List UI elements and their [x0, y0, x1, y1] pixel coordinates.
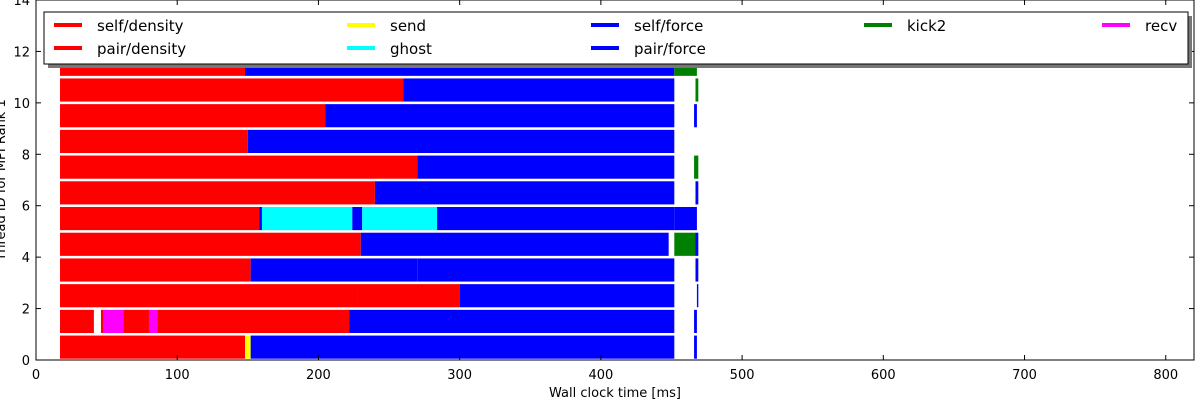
task-bar-thread-10 — [60, 78, 404, 102]
y-tick-label: 6 — [22, 200, 30, 215]
y-tick-label: 2 — [22, 303, 30, 318]
task-bar-thread-5 — [437, 207, 675, 231]
legend-label: ghost — [390, 40, 432, 58]
task-bar-thread-4 — [695, 232, 699, 256]
task-bar-thread-0 — [694, 335, 697, 359]
task-bar-thread-7 — [417, 155, 675, 179]
x-tick-label: 800 — [1153, 368, 1178, 383]
y-tick-label: 0 — [22, 354, 30, 369]
y-tick-label: 12 — [13, 45, 30, 60]
task-bars — [60, 52, 699, 359]
legend-label: self/force — [634, 17, 703, 35]
task-bar-thread-6 — [60, 181, 375, 205]
y-axis-label: Thread ID for MPI Rank 1 — [0, 99, 9, 261]
x-tick-label: 400 — [588, 368, 613, 383]
legend: self/density pair/density send ghost self/fo… — [43, 11, 1192, 68]
task-bar-thread-1 — [123, 309, 149, 333]
task-bar-thread-2 — [60, 284, 358, 308]
task-bar-thread-3 — [60, 258, 251, 282]
task-bar-thread-5 — [674, 207, 697, 231]
task-bar-thread-1 — [694, 309, 697, 333]
y-tick-label: 8 — [22, 148, 30, 163]
task-bar-thread-9 — [60, 104, 326, 128]
plot-frame — [35, 0, 1195, 361]
legend-label: send — [390, 17, 426, 35]
legend-label: pair/force — [634, 40, 706, 58]
task-bar-thread-0 — [60, 335, 246, 359]
x-tick-label: 500 — [730, 368, 755, 383]
task-bar-thread-2 — [696, 284, 699, 308]
task-bar-thread-0 — [250, 335, 406, 359]
task-bar-thread-9 — [325, 104, 675, 128]
x-tick-label: 0 — [32, 368, 40, 383]
task-bar-thread-6 — [695, 181, 699, 205]
task-bar-thread-7 — [694, 155, 699, 179]
legend-label: kick2 — [907, 17, 946, 35]
task-bar-thread-2 — [357, 284, 460, 308]
task-bar-thread-1 — [157, 309, 350, 333]
x-tick-label: 700 — [1012, 368, 1037, 383]
task-bar-thread-5 — [261, 207, 353, 231]
task-bar-thread-1 — [103, 309, 124, 333]
task-bar-thread-7 — [60, 155, 418, 179]
task-bar-thread-1 — [100, 309, 104, 333]
task-bar-thread-4 — [674, 232, 696, 256]
task-bar-thread-1 — [60, 309, 94, 333]
legend-box — [43, 11, 1189, 65]
task-bar-thread-10 — [695, 78, 699, 102]
axis-ticks: 0 100 200 300 400 500 600 700 800 0 2 4 6 8 10 12 14 — [13, 0, 1194, 383]
task-bar-thread-5 — [60, 207, 260, 231]
legend-label: recv — [1145, 17, 1177, 35]
task-bar-thread-8 — [60, 129, 248, 153]
x-tick-label: 100 — [165, 368, 190, 383]
x-tick-label: 600 — [871, 368, 896, 383]
x-tick-label: 300 — [447, 368, 472, 383]
task-bar-thread-3 — [417, 258, 675, 282]
task-bar-thread-3 — [695, 258, 699, 282]
task-bar-thread-3 — [250, 258, 418, 282]
y-tick-label: 14 — [13, 0, 30, 9]
x-axis-label: Wall clock time [ms] — [549, 386, 681, 400]
task-bar-thread-2 — [459, 284, 675, 308]
task-bar-thread-5 — [362, 207, 438, 231]
task-bar-thread-4 — [360, 232, 669, 256]
task-bar-thread-0 — [405, 335, 675, 359]
y-tick-label: 10 — [13, 97, 30, 112]
task-bar-thread-6 — [374, 181, 675, 205]
task-bar-thread-1 — [349, 309, 406, 333]
x-tick-label: 200 — [306, 368, 331, 383]
task-bar-thread-1 — [148, 309, 158, 333]
task-bar-thread-0 — [245, 335, 251, 359]
task-bar-thread-1 — [405, 309, 675, 333]
task-bar-thread-10 — [403, 78, 675, 102]
legend-label: self/density — [97, 17, 184, 35]
task-bar-thread-4 — [60, 232, 361, 256]
task-bar-thread-9 — [694, 104, 697, 128]
y-tick-label: 4 — [22, 251, 30, 266]
task-bar-thread-8 — [247, 129, 675, 153]
task-bar-thread-5 — [259, 207, 262, 231]
task-bar-thread-5 — [352, 207, 363, 231]
legend-label: pair/density — [97, 40, 186, 58]
